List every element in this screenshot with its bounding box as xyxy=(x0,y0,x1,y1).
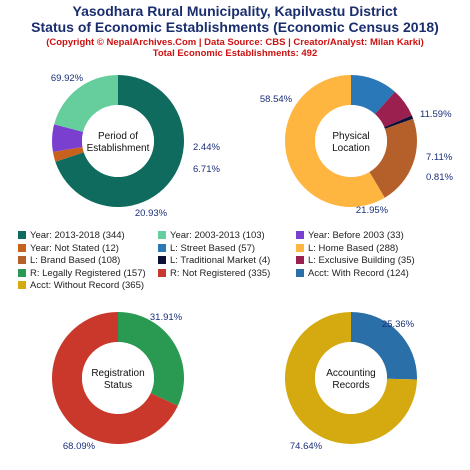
donut-center-label: Accounting xyxy=(326,368,375,379)
legend-item: Year: 2013-2018 (344) xyxy=(18,230,125,241)
legend-item: Year: Before 2003 (33) xyxy=(296,230,404,241)
legend-label: Year: 2013-2018 (344) xyxy=(30,230,125,241)
legend-label: L: Exclusive Building (35) xyxy=(308,255,415,266)
legend-swatch xyxy=(158,231,166,239)
legend-item: L: Home Based (288) xyxy=(296,243,398,254)
donut-center-label: Location xyxy=(332,143,370,154)
pie-slice xyxy=(118,312,184,406)
slice-percent-label: 0.81% xyxy=(426,172,453,183)
legend-swatch xyxy=(158,268,166,277)
legend-swatch xyxy=(158,256,166,264)
chart-title-line1: Yasodhara Rural Municipality, Kapilvastu… xyxy=(72,3,398,19)
legend-swatch xyxy=(18,256,26,264)
legend-swatch xyxy=(18,268,26,277)
legend-swatch xyxy=(18,231,26,239)
legend-item: Year: 2003-2013 (103) xyxy=(158,230,265,241)
legend-swatch xyxy=(296,243,304,252)
slice-percent-label: 2.44% xyxy=(193,142,220,153)
pie-slice xyxy=(52,146,84,162)
pie-slice xyxy=(54,75,118,132)
legend-label: L: Street Based (57) xyxy=(170,242,256,254)
legend-label: R: Not Registered (335) xyxy=(170,267,271,279)
legend-item: R: Not Registered (335) xyxy=(158,268,270,279)
legend-swatch xyxy=(296,268,304,277)
donut-center-label: Records xyxy=(332,380,369,391)
slice-percent-label: 6.71% xyxy=(193,164,220,175)
pie-slice xyxy=(384,115,414,129)
legend-label: Year: Not Stated (12) xyxy=(30,242,119,254)
legend-label: L: Brand Based (108) xyxy=(30,255,121,266)
donut-center-label: Establishment xyxy=(87,143,150,154)
slice-percent-label: 7.11% xyxy=(426,152,453,163)
pie-slice xyxy=(51,312,178,445)
pie-slice xyxy=(351,75,395,115)
legend-swatch xyxy=(18,243,26,252)
donut-hole xyxy=(82,105,154,177)
legend-label: Year: 2003-2013 (103) xyxy=(170,230,265,241)
legend-label: L: Home Based (288) xyxy=(308,242,399,254)
legend-item: L: Traditional Market (4) xyxy=(158,255,270,266)
donut-center-label: Physical xyxy=(332,131,369,142)
legend-item: R: Legally Registered (157) xyxy=(18,268,146,279)
legend-label: Acct: With Record (124) xyxy=(308,267,409,279)
legend-item: Year: Not Stated (12) xyxy=(18,243,119,254)
donut-hole xyxy=(315,342,387,414)
legend-item: L: Street Based (57) xyxy=(158,243,255,254)
pie-slice xyxy=(52,124,84,152)
pie-slice xyxy=(285,75,385,207)
slice-percent-label: 74.64% xyxy=(290,441,323,452)
legend-item: L: Brand Based (108) xyxy=(18,255,120,266)
pie-slice xyxy=(285,312,417,444)
legend-swatch xyxy=(18,281,26,289)
legend-swatch xyxy=(158,243,166,252)
slice-percent-label: 58.54% xyxy=(260,94,293,105)
legend-label: Year: Before 2003 (33) xyxy=(308,230,404,241)
pie-slice xyxy=(351,312,417,380)
slice-percent-label: 25.36% xyxy=(382,319,415,330)
pie-slice xyxy=(369,118,417,198)
donut-center-label: Period of xyxy=(98,131,138,142)
pie-slice xyxy=(374,91,412,128)
slice-percent-label: 20.93% xyxy=(135,208,168,219)
slice-percent-label: 31.91% xyxy=(150,312,183,323)
legend-swatch xyxy=(296,231,304,239)
slice-percent-label: 21.95% xyxy=(356,205,389,216)
legend-item: Acct: With Record (124) xyxy=(296,268,409,279)
legend-label: R: Legally Registered (157) xyxy=(30,267,146,279)
legend-item: Acct: Without Record (365) xyxy=(18,280,144,291)
total-establishments-line: Total Economic Establishments: 492 xyxy=(152,48,318,59)
legend-swatch xyxy=(296,256,304,264)
slice-percent-label: 11.59% xyxy=(420,109,452,120)
slice-percent-label: 69.92% xyxy=(51,73,84,84)
donut-hole xyxy=(315,105,387,177)
donut-center-label: Registration xyxy=(91,368,144,379)
chart-copyright-line: (Copyright © NepalArchives.Com | Data So… xyxy=(46,37,424,48)
legend-item: L: Exclusive Building (35) xyxy=(296,255,415,266)
slice-percent-label: 68.09% xyxy=(63,441,96,452)
pie-slice xyxy=(55,75,185,207)
legend-label: L: Traditional Market (4) xyxy=(170,255,271,266)
donut-hole xyxy=(82,342,154,414)
donut-center-label: Status xyxy=(104,380,132,391)
legend-label: Acct: Without Record (365) xyxy=(30,280,145,291)
chart-title-line2: Status of Economic Establishments (Econo… xyxy=(31,19,439,35)
